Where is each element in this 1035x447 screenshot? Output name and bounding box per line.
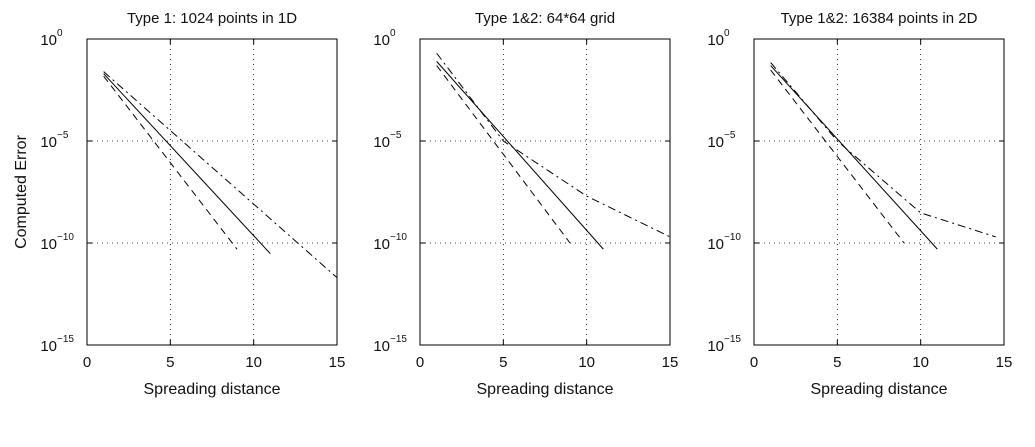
y-tick-exponent: −5 [390,130,402,141]
y-tick-exponent: −5 [57,130,69,141]
x-tick-label: 5 [499,354,507,371]
y-tick-exponent: 0 [390,28,396,39]
x-tick-label: 0 [83,354,91,371]
series-line-dashdot [103,71,338,279]
x-axis-label: Spreading distance [144,381,281,398]
y-tick-label: 10 [373,134,390,151]
x-tick-label: 10 [245,354,262,371]
plot-frame [419,38,671,346]
chart-title: Type 1: 1024 points in 1D [127,10,297,27]
y-tick-exponent: −10 [390,232,407,243]
y-tick-exponent: −5 [724,130,736,141]
y-tick-label: 10 [40,32,57,49]
x-tick-label: 5 [166,354,174,371]
x-tick-label: 10 [912,354,929,371]
series-line-solid [770,65,938,250]
y-tick-exponent: −15 [57,334,74,345]
series-line-dashdot [436,52,671,238]
y-tick-exponent: −10 [57,232,74,243]
y-tick-exponent: 0 [724,28,730,39]
y-tick-exponent: 0 [57,28,63,39]
x-tick-label: 5 [833,354,841,371]
x-tick-label: 15 [662,354,679,371]
y-tick-label: 10 [707,134,724,151]
series-line-dashdot [770,62,996,238]
plot-frame [753,38,1005,346]
x-axis-label: Spreading distance [811,381,948,398]
x-tick-label: 0 [750,354,758,371]
y-tick-label: 10 [707,32,724,49]
y-tick-exponent: −15 [390,334,407,345]
y-tick-label: 10 [40,338,57,355]
series-line-dashed [770,69,905,244]
x-tick-label: 10 [578,354,595,371]
x-axis-label: Spreading distance [477,381,614,398]
chart-title: Type 1&2: 64*64 grid [475,10,615,27]
y-tick-exponent: −10 [724,232,741,243]
y-tick-label: 10 [373,338,390,355]
y-tick-label: 10 [707,236,724,253]
x-tick-label: 0 [416,354,424,371]
series-line-dashed [436,65,571,244]
y-tick-label: 10 [40,236,57,253]
x-tick-label: 15 [996,354,1013,371]
plot-frame [86,38,338,346]
series-line-dashed [103,75,238,250]
series-line-solid [103,73,271,255]
y-tick-exponent: −15 [724,334,741,345]
chart-title: Type 1&2: 16384 points in 2D [781,10,978,27]
y-tick-label: 10 [373,32,390,49]
y-axis-label: Computed Error [13,134,30,248]
x-tick-label: 15 [329,354,346,371]
y-tick-label: 10 [707,338,724,355]
y-tick-label: 10 [373,236,390,253]
series-line-solid [436,61,604,250]
y-tick-label: 10 [40,134,57,151]
